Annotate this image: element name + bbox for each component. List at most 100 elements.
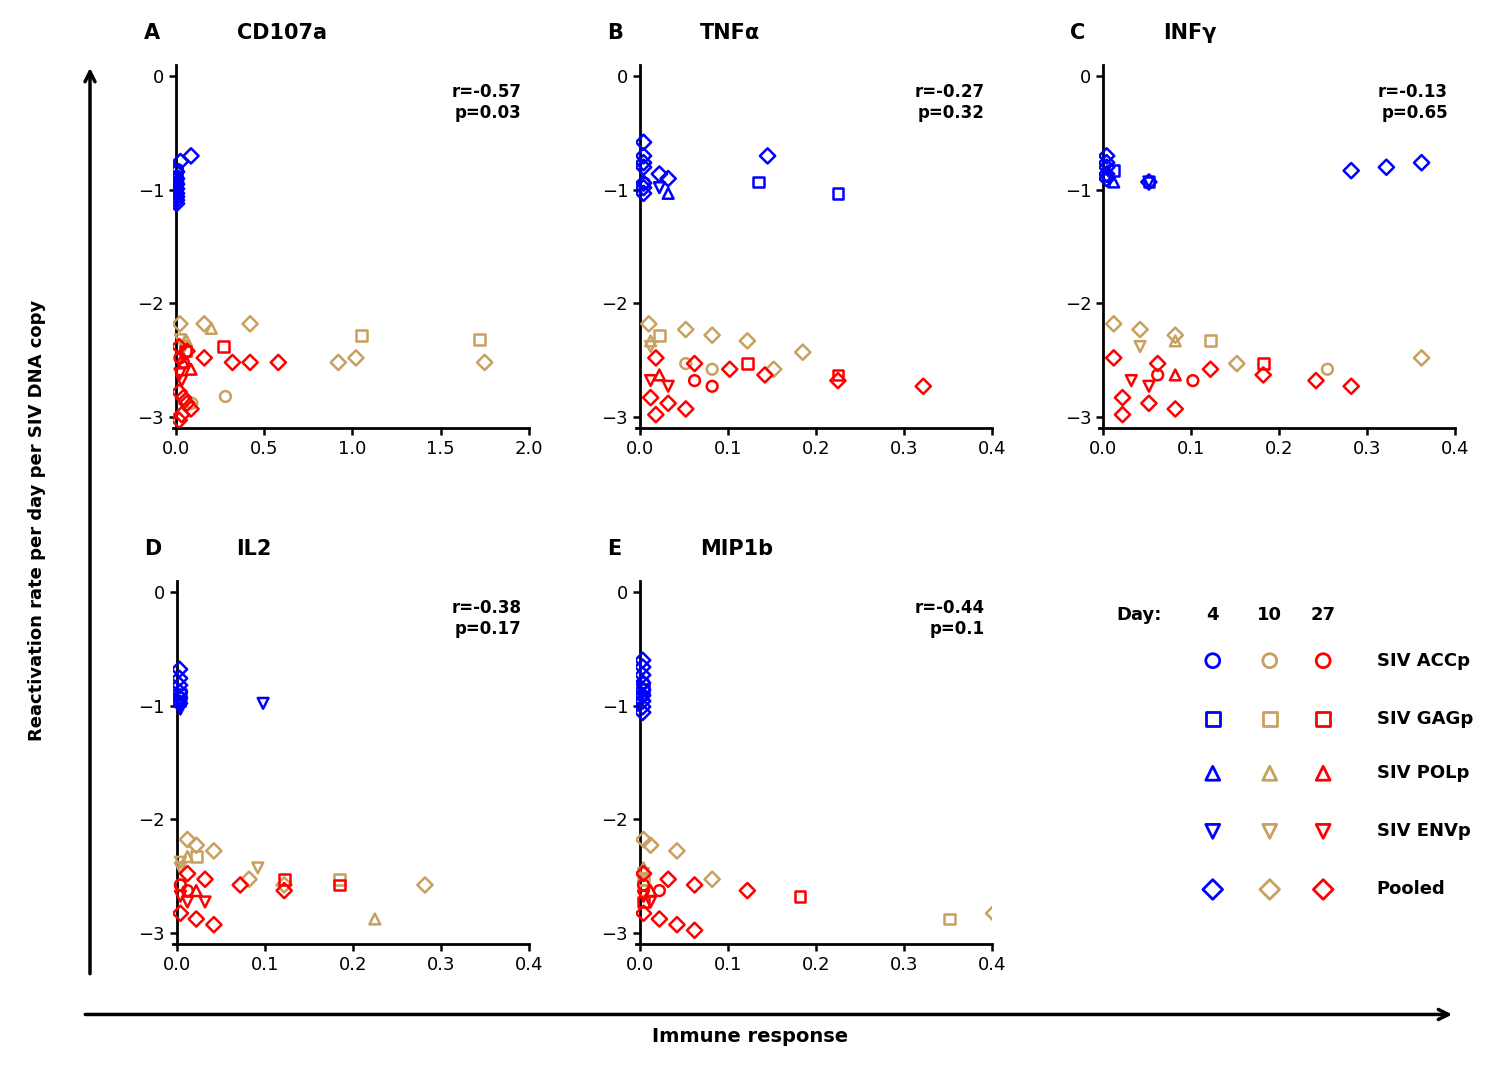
Text: CD107a: CD107a [237, 23, 327, 43]
Text: SIV ACCp: SIV ACCp [1377, 652, 1470, 669]
Point [165, 177, 189, 194]
Point [827, 372, 850, 390]
Point [1146, 355, 1170, 372]
Point [168, 877, 192, 894]
Point [630, 687, 654, 704]
Point [630, 652, 654, 669]
Point [165, 176, 189, 193]
Point [639, 337, 663, 355]
Point [1119, 372, 1143, 390]
Point [168, 854, 192, 871]
Point [1200, 765, 1224, 782]
Point [632, 148, 656, 165]
Point [344, 349, 368, 367]
Point [165, 179, 189, 196]
Point [1200, 652, 1224, 669]
Point [1095, 165, 1119, 182]
Point [1257, 710, 1281, 727]
Point [172, 337, 196, 355]
Point [630, 659, 654, 676]
Point [170, 372, 194, 390]
Text: TNFα: TNFα [699, 23, 760, 43]
Point [166, 411, 190, 429]
Point [174, 332, 198, 349]
Point [165, 182, 189, 200]
Point [168, 349, 192, 367]
Text: SIV GAGp: SIV GAGp [1377, 710, 1473, 728]
Point [327, 354, 351, 371]
Point [168, 694, 192, 712]
Point [1164, 327, 1188, 344]
Point [171, 388, 195, 406]
Point [700, 327, 724, 344]
Point [176, 343, 200, 360]
Point [1410, 154, 1434, 171]
Point [168, 153, 192, 170]
Point [1095, 148, 1119, 165]
Text: SIV ENVp: SIV ENVp [1377, 822, 1470, 841]
Point [202, 916, 226, 933]
Point [630, 674, 654, 691]
Point [648, 327, 672, 344]
Text: C: C [1071, 23, 1086, 43]
Text: Immune response: Immune response [652, 1026, 847, 1046]
Point [656, 378, 680, 395]
Point [168, 692, 192, 710]
Point [165, 168, 189, 186]
Text: r=-0.13
p=0.65: r=-0.13 p=0.65 [1378, 84, 1448, 122]
Point [700, 378, 724, 395]
Point [1257, 652, 1281, 669]
Point [639, 388, 663, 406]
Point [1101, 315, 1125, 332]
Point [1137, 378, 1161, 395]
Point [1137, 174, 1161, 191]
Point [192, 349, 216, 367]
Point [213, 387, 237, 405]
Point [648, 179, 672, 196]
Point [165, 191, 189, 208]
Point [1251, 355, 1275, 372]
Point [168, 905, 192, 922]
Point [165, 170, 189, 188]
Point [176, 893, 200, 910]
Point [178, 360, 203, 378]
Point [200, 320, 223, 337]
Text: Day:: Day: [1116, 607, 1162, 624]
Point [1198, 332, 1222, 349]
Point [632, 686, 656, 703]
Point [790, 344, 814, 361]
Point [632, 681, 656, 699]
Point [468, 331, 492, 348]
Point [184, 910, 209, 928]
Point [413, 877, 436, 894]
Point [1101, 174, 1125, 191]
Point [632, 893, 656, 910]
Point [632, 865, 656, 882]
Point [176, 847, 200, 865]
Point [656, 170, 680, 188]
Point [165, 184, 189, 202]
Text: SIV POLp: SIV POLp [1377, 764, 1468, 782]
Point [747, 174, 771, 191]
Point [174, 343, 198, 360]
Text: IL2: IL2 [237, 539, 272, 559]
Point [168, 661, 192, 678]
Point [632, 133, 656, 151]
Point [1200, 881, 1224, 898]
Point [176, 395, 200, 412]
Point [272, 877, 296, 894]
Point [700, 870, 724, 888]
Point [267, 354, 291, 371]
Point [165, 195, 189, 213]
Point [168, 877, 192, 894]
Point [220, 354, 245, 371]
Point [648, 910, 672, 928]
Point [1146, 367, 1170, 384]
Point [246, 859, 270, 877]
Point [632, 689, 656, 706]
Point [1101, 162, 1125, 179]
Point [700, 360, 724, 378]
Point [168, 331, 192, 348]
Point [1200, 822, 1224, 840]
Point [170, 406, 194, 423]
